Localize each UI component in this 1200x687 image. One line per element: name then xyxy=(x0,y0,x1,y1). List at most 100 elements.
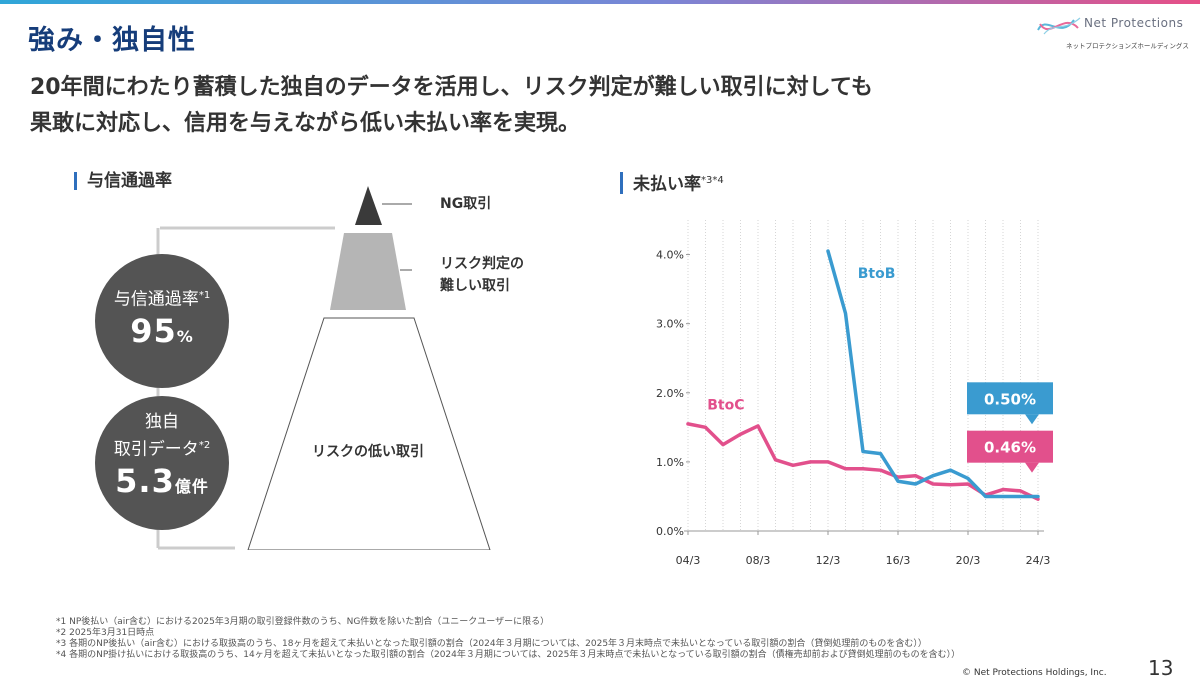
y-tick-label: 0.0% xyxy=(656,525,684,538)
x-tick-label: 12/3 xyxy=(816,554,841,567)
pyramid-bottom xyxy=(247,317,491,550)
x-tick-label: 24/3 xyxy=(1026,554,1051,567)
pyramid-label-risk-1: リスク判定の xyxy=(440,255,524,272)
data-point-btob xyxy=(1001,494,1005,498)
unpaid-rate-chart: 0.0% 1.0% 2.0% 3.0% 4.0% 04/3 08/3 12/3 16/3 20/… xyxy=(656,220,1053,567)
y-tick-label: 3.0% xyxy=(656,318,684,331)
data-point-btob xyxy=(1036,494,1040,498)
copyright: © Net Protections Holdings, Inc. xyxy=(962,668,1107,678)
data-point-btob xyxy=(879,452,882,456)
x-tick-label: 08/3 xyxy=(746,554,771,567)
series-name-btoc: BtoC xyxy=(707,397,744,413)
pass-rate-unit: % xyxy=(176,326,194,346)
footnote-4: *4 各期のNP掛け払いにおける取扱高のうち、14ヶ月を超えて未払いとなった取引… xyxy=(56,650,961,660)
data-point-btoc xyxy=(826,460,830,464)
x-tick-label: 20/3 xyxy=(956,554,981,567)
headline: 20年間にわたり蓄積した独自のデータを活用し、リスク判定が難しい取引に対しても … xyxy=(30,70,873,142)
chart-labels: BtoC 0.46% BtoB 0.50% xyxy=(707,266,1053,473)
data-point-btoc xyxy=(686,422,690,426)
data-point-btob xyxy=(844,311,847,315)
data-point-btoc xyxy=(914,474,917,478)
footnote-1: *1 NP後払い（air含む）における2025年3月期の取引登録件数のうち、NG… xyxy=(56,617,550,627)
section-title-unpaid-rate: 未払い率*3*4 xyxy=(620,172,724,194)
section-title-unpaid-rate-text: 未払い率 xyxy=(633,174,701,195)
data-point-btoc xyxy=(791,463,795,467)
y-axis-ticks: 0.0% 1.0% 2.0% 3.0% 4.0% xyxy=(656,249,690,538)
data-count-label-2-text: 取引データ xyxy=(113,439,199,460)
data-count-note: *2 xyxy=(198,440,211,451)
pyramid-top xyxy=(355,186,382,225)
chart-grid xyxy=(687,220,1039,531)
end-label-box-btoc xyxy=(967,430,1053,463)
page-title: 強み・独自性 xyxy=(28,25,196,56)
pass-rate-number: 95 xyxy=(130,311,177,350)
data-point-btoc xyxy=(809,460,812,464)
data-point-btoc xyxy=(756,424,760,428)
x-tick-label: 16/3 xyxy=(886,554,911,567)
data-point-btob xyxy=(896,479,900,483)
data-count-value: 5.3億件 xyxy=(95,462,229,506)
left-diagram: NG取引 リスク判定の 難しい取引 リスクの低い取引 xyxy=(156,186,524,550)
data-point-btoc xyxy=(949,483,952,487)
data-point-btob xyxy=(966,476,970,480)
data-point-btob xyxy=(931,474,935,478)
data-point-btoc xyxy=(1001,488,1005,492)
x-tick-label: 04/3 xyxy=(676,554,701,567)
data-point-btoc xyxy=(704,425,707,429)
y-tick-label: 2.0% xyxy=(656,387,684,400)
pass-rate-label: 与信通過率*1 xyxy=(95,284,229,312)
data-point-btoc xyxy=(739,432,742,436)
logo-name: Net Protections xyxy=(1084,16,1184,30)
data-point-btoc xyxy=(879,468,882,472)
data-point-btoc xyxy=(931,482,935,486)
pyramid-label-ng: NG取引 xyxy=(440,196,491,212)
footnotes: *1 NP後払い（air含む）における2025年3月期の取引登録件数のうち、NG… xyxy=(56,617,960,661)
pyramid-label-low-risk: リスクの低い取引 xyxy=(312,443,424,460)
end-label-pointer-btob xyxy=(1025,414,1039,425)
data-point-btoc xyxy=(721,443,725,447)
data-point-btoc xyxy=(774,458,777,462)
data-point-btoc xyxy=(1019,489,1022,493)
chart-series xyxy=(686,249,1040,501)
data-point-btob xyxy=(914,482,917,486)
data-point-btoc xyxy=(1036,497,1040,501)
data-point-btob xyxy=(1019,494,1022,498)
data-count-label-1: 独自 xyxy=(145,412,179,432)
end-label-value-btoc: 0.46% xyxy=(984,439,1036,457)
section-title-unpaid-rate-note: *3*4 xyxy=(701,175,724,186)
data-count-label-2: 取引データ*2 xyxy=(95,434,229,462)
end-label-box-btob xyxy=(967,382,1053,415)
end-label-pointer-btoc xyxy=(1025,462,1039,473)
x-axis-ticks: 04/3 08/3 12/3 16/3 20/3 24/3 xyxy=(676,531,1051,567)
footnote-2: *2 2025年3月31日時点 xyxy=(56,628,155,638)
company-logo: Net Protections ネットプロテクションズホールディングス xyxy=(1034,12,1189,54)
pass-rate-label-text: 与信通過率 xyxy=(113,289,199,310)
logo-subtitle: ネットプロテクションズホールディングス xyxy=(1066,42,1189,50)
end-label-value-btob: 0.50% xyxy=(984,390,1036,408)
section-title-pass-rate: 与信通過率 xyxy=(74,172,172,190)
footnote-3: *3 各期のNP後払い（air含む）における取扱高のうち、18ヶ月を超えて未払い… xyxy=(56,639,927,649)
data-point-btob xyxy=(826,249,830,253)
y-tick-label: 1.0% xyxy=(656,456,684,469)
logo-mark-icon xyxy=(1037,17,1081,35)
pyramid-middle xyxy=(330,233,406,310)
section-title-pass-rate-text: 与信通過率 xyxy=(87,171,172,191)
data-count-unit: 億件 xyxy=(174,476,209,496)
data-point-btob xyxy=(984,494,987,498)
top-accent-bar xyxy=(0,0,1200,4)
pyramid-label-risk-2: 難しい取引 xyxy=(440,277,510,294)
data-count-circle: 独自 取引データ*2 5.3億件 xyxy=(95,396,229,530)
data-point-btoc xyxy=(844,467,847,471)
data-point-btoc xyxy=(966,482,970,486)
pass-rate-note: *1 xyxy=(198,290,211,301)
pass-rate-circle: 与信通過率*1 95% xyxy=(95,254,229,388)
y-tick-label: 4.0% xyxy=(656,249,684,262)
data-count-number: 5.3 xyxy=(115,461,175,500)
series-name-btob: BtoB xyxy=(858,266,896,282)
page-number: 13 xyxy=(1148,656,1174,680)
headline-line-2: 果敢に対応し、信用を与えながら低い未払い率を実現。 xyxy=(30,111,581,136)
data-point-btoc xyxy=(861,467,865,471)
data-point-btob xyxy=(949,468,952,472)
headline-line-1: 20年間にわたり蓄積した独自のデータを活用し、リスク判定が難しい取引に対しても xyxy=(30,75,873,100)
pass-rate-value: 95% xyxy=(95,312,229,356)
